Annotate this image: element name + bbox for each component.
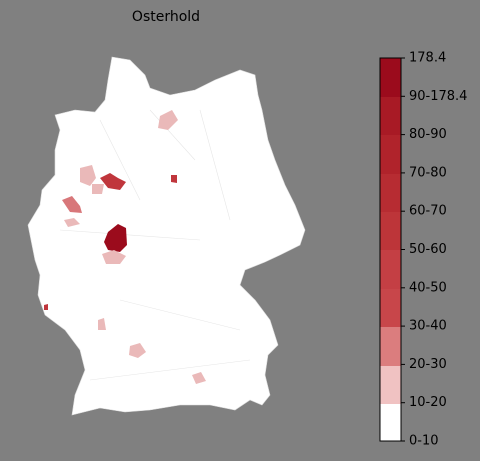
color-band — [380, 97, 401, 135]
germany-map — [27, 56, 306, 416]
colorbar: 178.4 90-178.4 80-90 70-80 60-70 50-60 40-50 30… — [379, 51, 467, 449]
colorbar-label: 10-20 — [409, 395, 447, 410]
colorbar-label: 0-10 — [409, 434, 439, 449]
colorbar-label: 60-70 — [409, 204, 447, 219]
region — [44, 304, 48, 310]
region — [102, 250, 126, 264]
region — [171, 175, 177, 183]
region — [192, 372, 206, 384]
colorbar-label: 70-80 — [409, 165, 447, 180]
region — [104, 224, 127, 252]
region — [62, 196, 82, 213]
map-title: Osterhold — [132, 9, 200, 25]
color-band — [380, 58, 401, 97]
colorbar-label: 20-30 — [409, 357, 447, 372]
colorbar-labels: 178.4 90-178.4 80-90 70-80 60-70 50-60 40-50 30… — [401, 51, 467, 449]
color-band — [380, 174, 401, 212]
colorbar-label: 50-60 — [409, 242, 447, 257]
district-lines — [59, 109, 251, 381]
region — [64, 218, 80, 227]
region — [98, 318, 106, 330]
color-band — [380, 327, 401, 366]
color-band — [380, 250, 401, 289]
colorbar-label: 178.4 — [409, 51, 446, 66]
color-band — [380, 135, 401, 174]
color-band — [380, 212, 401, 250]
region — [129, 343, 146, 358]
colorbar-label: 90-178.4 — [409, 89, 467, 104]
region — [92, 184, 104, 194]
region — [80, 165, 96, 186]
region — [158, 110, 178, 130]
region — [100, 173, 126, 190]
color-band — [380, 289, 401, 327]
colorbar-label: 80-90 — [409, 127, 447, 142]
color-band — [380, 366, 401, 404]
country-outline — [27, 56, 306, 416]
color-band — [380, 404, 401, 441]
colorbar-label: 30-40 — [409, 319, 447, 334]
colorbar-label: 40-50 — [409, 280, 447, 295]
